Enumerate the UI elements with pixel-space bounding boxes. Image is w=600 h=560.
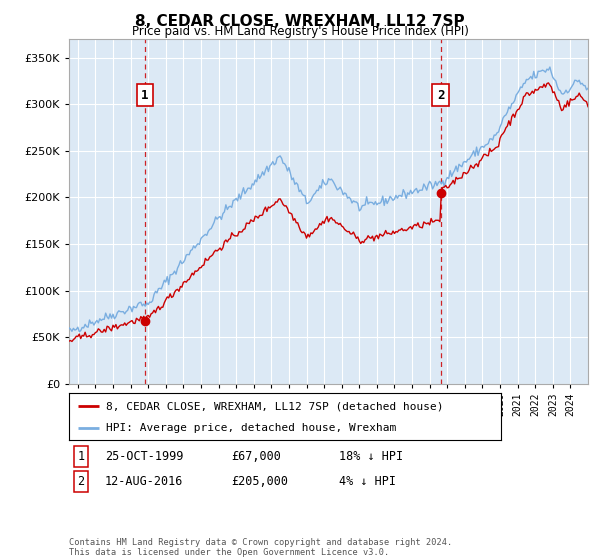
Text: £67,000: £67,000 <box>231 450 281 463</box>
Text: £205,000: £205,000 <box>231 475 288 488</box>
Text: 25-OCT-1999: 25-OCT-1999 <box>105 450 184 463</box>
Text: 18% ↓ HPI: 18% ↓ HPI <box>339 450 403 463</box>
Text: 2: 2 <box>437 88 445 101</box>
Text: 12-AUG-2016: 12-AUG-2016 <box>105 475 184 488</box>
Text: HPI: Average price, detached house, Wrexham: HPI: Average price, detached house, Wrex… <box>106 423 396 433</box>
Text: 4% ↓ HPI: 4% ↓ HPI <box>339 475 396 488</box>
Text: 8, CEDAR CLOSE, WREXHAM, LL12 7SP: 8, CEDAR CLOSE, WREXHAM, LL12 7SP <box>135 14 465 29</box>
Text: 1: 1 <box>77 450 85 463</box>
Text: 8, CEDAR CLOSE, WREXHAM, LL12 7SP (detached house): 8, CEDAR CLOSE, WREXHAM, LL12 7SP (detac… <box>106 401 443 411</box>
Text: Contains HM Land Registry data © Crown copyright and database right 2024.
This d: Contains HM Land Registry data © Crown c… <box>69 538 452 557</box>
Text: 2: 2 <box>77 475 85 488</box>
Text: 1: 1 <box>141 88 149 101</box>
Text: Price paid vs. HM Land Registry's House Price Index (HPI): Price paid vs. HM Land Registry's House … <box>131 25 469 38</box>
